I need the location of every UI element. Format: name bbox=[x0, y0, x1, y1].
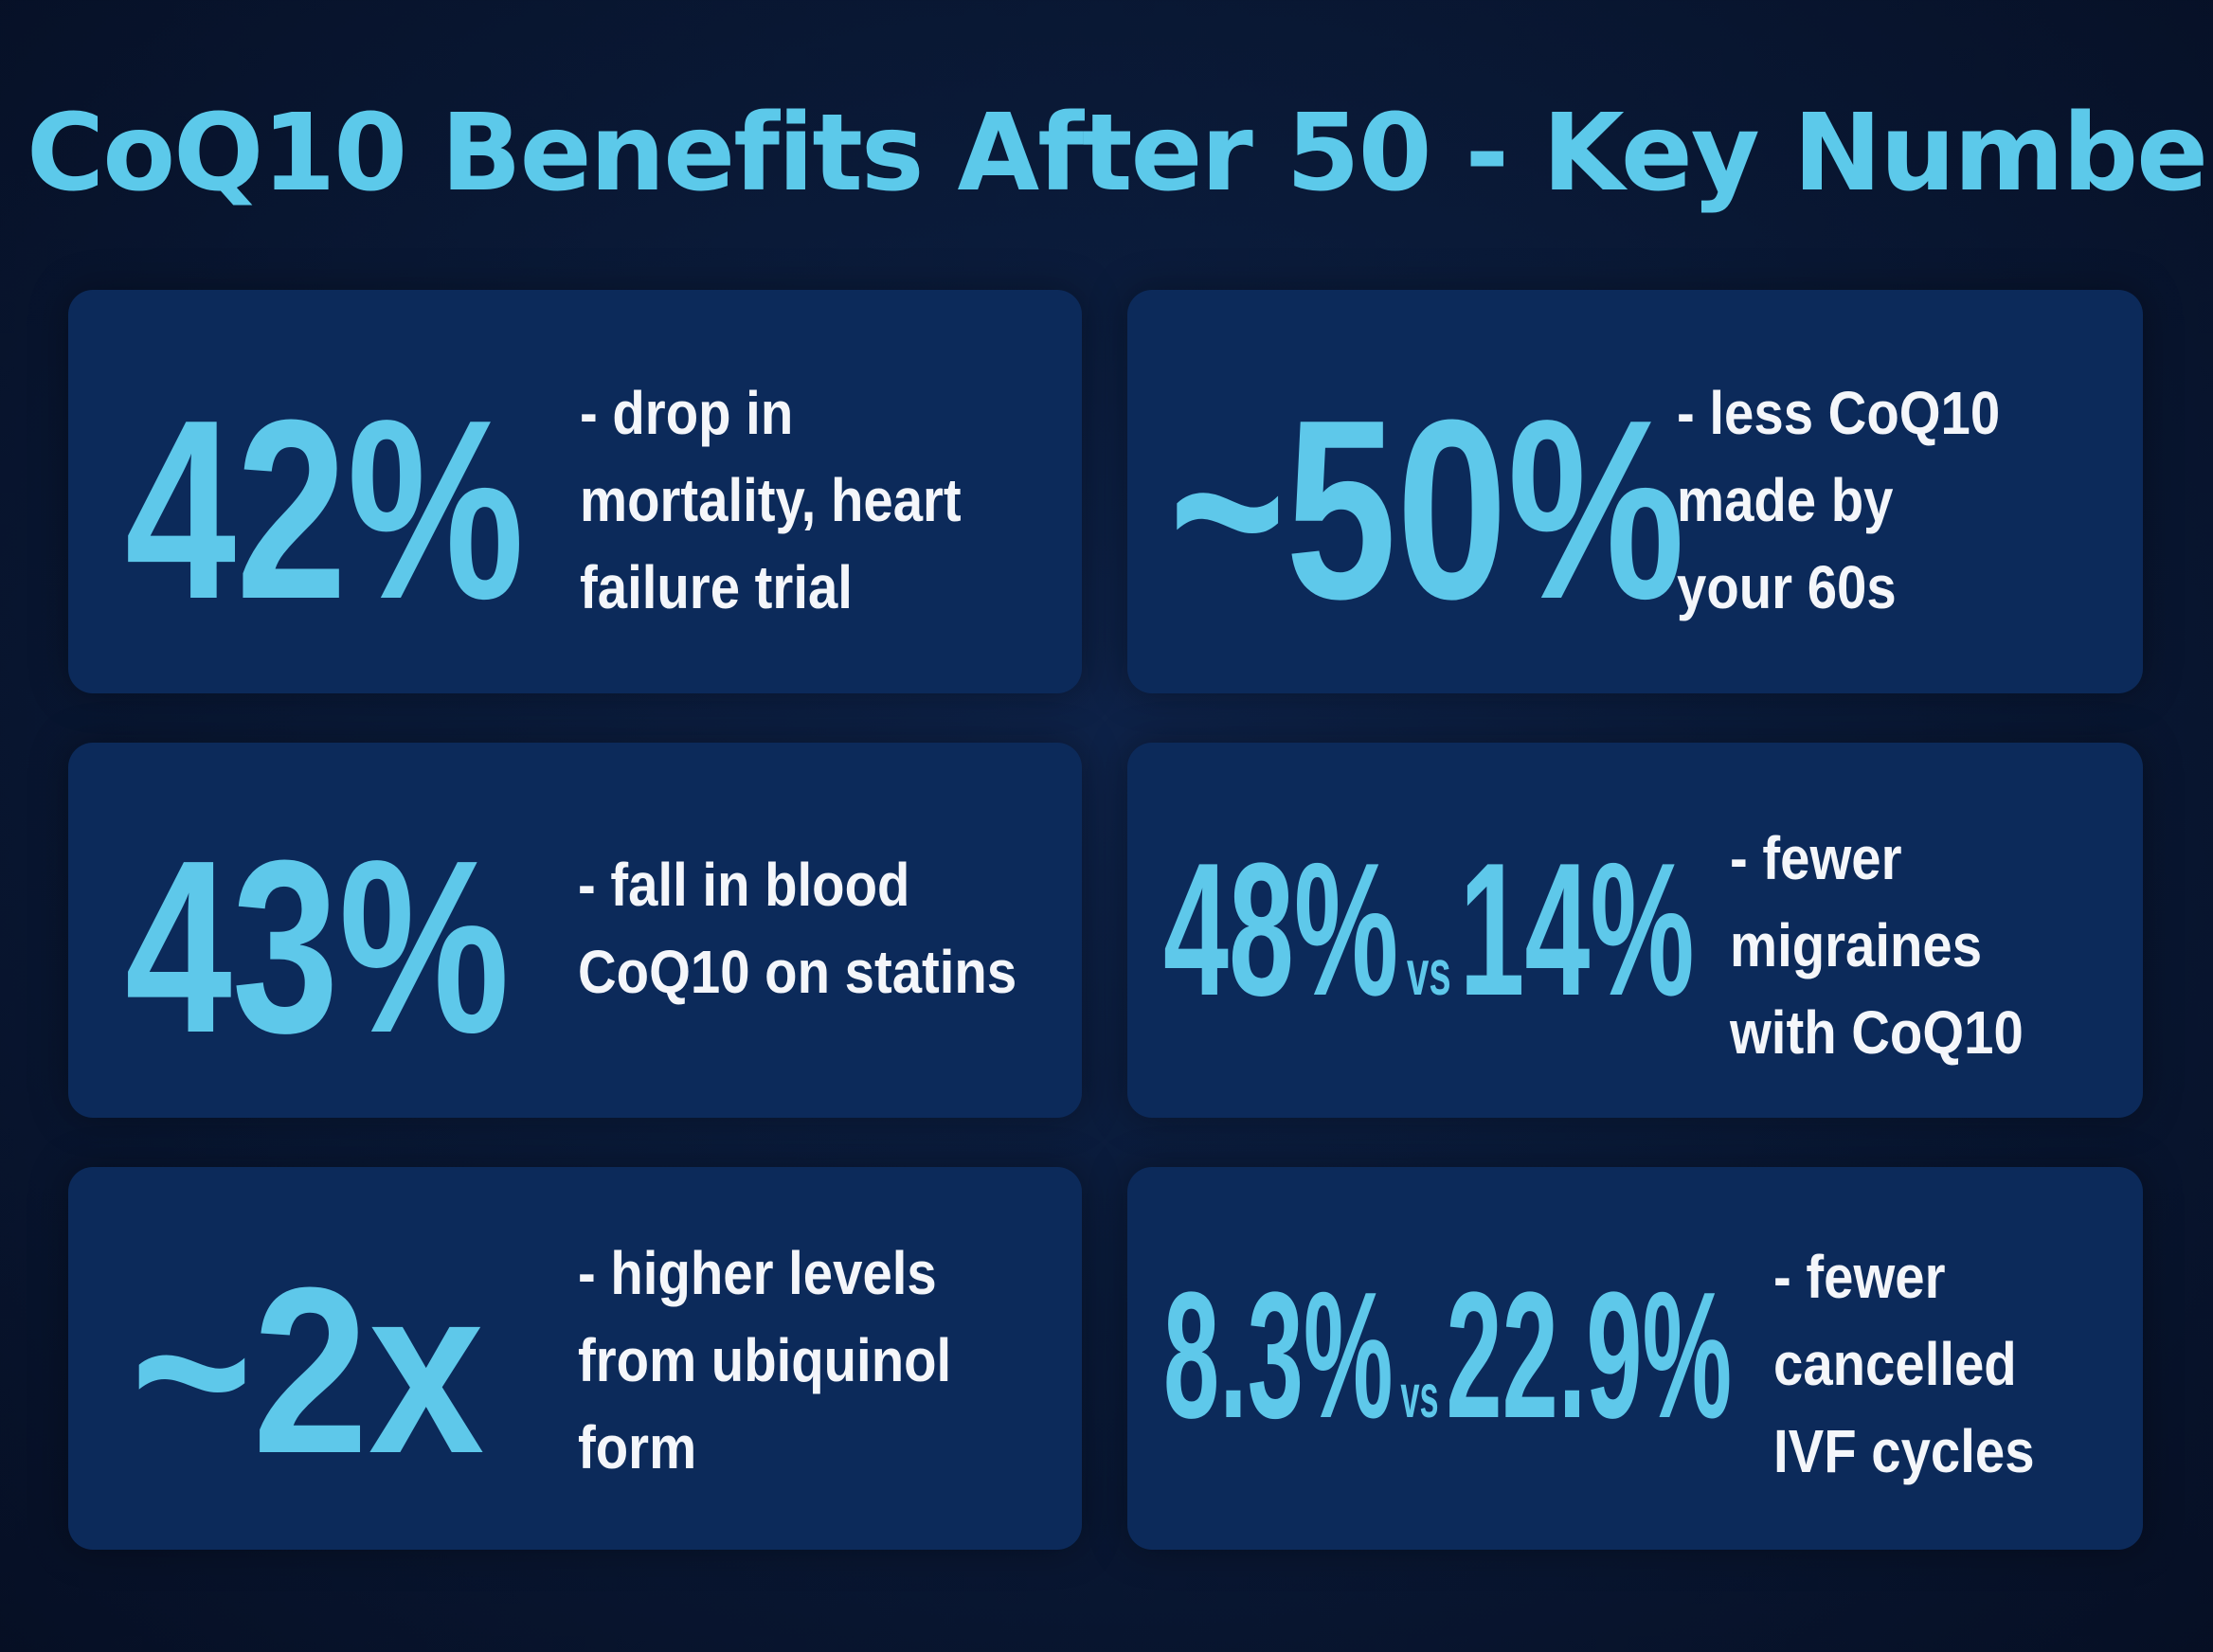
stat-description: - higher levels from ubiquinol form bbox=[578, 1230, 951, 1491]
stat-description: - fewer cancelled IVF cycles bbox=[1773, 1233, 2035, 1495]
stat-comparison: 8.3% vs22.9% bbox=[1163, 1266, 1732, 1446]
vs-label: vs bbox=[1406, 937, 1451, 1009]
description-line: - less CoQ10 bbox=[1677, 379, 2001, 447]
stat-value-b: 22.9% bbox=[1446, 1255, 1733, 1456]
description-line: form bbox=[578, 1413, 697, 1481]
stat-card-migraines: 48% vs14% - fewer migraines with CoQ10 bbox=[1127, 743, 2143, 1118]
stat-description: - drop in mortality, heart failure trial bbox=[580, 369, 962, 631]
stat-card-statins: 43% - fall in blood CoQ10 on statins bbox=[68, 743, 1082, 1118]
description-line: cancelled bbox=[1773, 1330, 2017, 1398]
description-line: - fall in blood bbox=[578, 851, 910, 919]
description-line: - fewer bbox=[1773, 1243, 1946, 1311]
stat-value-a: 48% bbox=[1163, 824, 1399, 1035]
stat-value: ~50% bbox=[1169, 368, 1685, 653]
description-line: mortality, heart bbox=[580, 466, 962, 534]
stat-comparison: 48% vs14% bbox=[1163, 835, 1695, 1025]
stat-description: - fall in blood CoQ10 on statins bbox=[578, 841, 1017, 1015]
page-title: CoQ10 Benefits After 50 - Key Numbers bbox=[27, 92, 2213, 215]
stat-card-mortality: 42% - drop in mortality, heart failure t… bbox=[68, 290, 1082, 693]
stat-card-ubiquinol: ~2x - higher levels from ubiquinol form bbox=[68, 1167, 1082, 1550]
description-line: made by bbox=[1677, 466, 1894, 534]
stat-value: 43% bbox=[125, 810, 510, 1085]
stat-value: ~2x bbox=[131, 1238, 485, 1502]
description-line: - fewer bbox=[1730, 824, 1902, 892]
description-line: your 60s bbox=[1677, 553, 1897, 621]
description-line: IVF cycles bbox=[1773, 1417, 2035, 1485]
description-line: - higher levels bbox=[578, 1239, 937, 1307]
stat-value-b: 14% bbox=[1459, 824, 1695, 1035]
description-line: with CoQ10 bbox=[1730, 998, 2024, 1067]
stat-card-production: ~50% - less CoQ10 made by your 60s bbox=[1127, 290, 2143, 693]
stat-description: - fewer migraines with CoQ10 bbox=[1730, 815, 2024, 1076]
description-line: CoQ10 on statins bbox=[578, 938, 1017, 1006]
vs-label: vs bbox=[1400, 1362, 1439, 1430]
stat-description: - less CoQ10 made by your 60s bbox=[1677, 369, 2000, 631]
description-line: from ubiquinol bbox=[578, 1326, 952, 1394]
description-line: failure trial bbox=[580, 553, 853, 621]
stat-value-a: 8.3% bbox=[1163, 1255, 1394, 1456]
stat-value: 42% bbox=[125, 368, 525, 653]
stat-card-ivf: 8.3% vs22.9% - fewer cancelled IVF cycles bbox=[1127, 1167, 2143, 1550]
description-line: migraines bbox=[1730, 911, 1983, 979]
description-line: - drop in bbox=[580, 379, 794, 447]
